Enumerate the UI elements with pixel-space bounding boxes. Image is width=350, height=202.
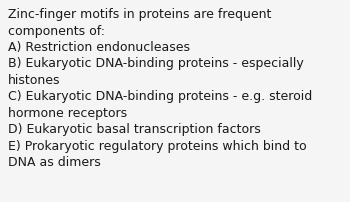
Text: DNA as dimers: DNA as dimers [8, 156, 101, 169]
Text: components of:: components of: [8, 24, 105, 37]
Text: C) Eukaryotic DNA-binding proteins - e.g. steroid: C) Eukaryotic DNA-binding proteins - e.g… [8, 90, 312, 103]
Text: Zinc-finger motifs in proteins are frequent: Zinc-finger motifs in proteins are frequ… [8, 8, 271, 21]
Text: A) Restriction endonucleases: A) Restriction endonucleases [8, 41, 190, 54]
Text: E) Prokaryotic regulatory proteins which bind to: E) Prokaryotic regulatory proteins which… [8, 139, 307, 152]
Text: D) Eukaryotic basal transcription factors: D) Eukaryotic basal transcription factor… [8, 123, 261, 136]
Text: histones: histones [8, 74, 61, 87]
Text: hormone receptors: hormone receptors [8, 106, 127, 119]
Text: B) Eukaryotic DNA-binding proteins - especially: B) Eukaryotic DNA-binding proteins - esp… [8, 57, 304, 70]
